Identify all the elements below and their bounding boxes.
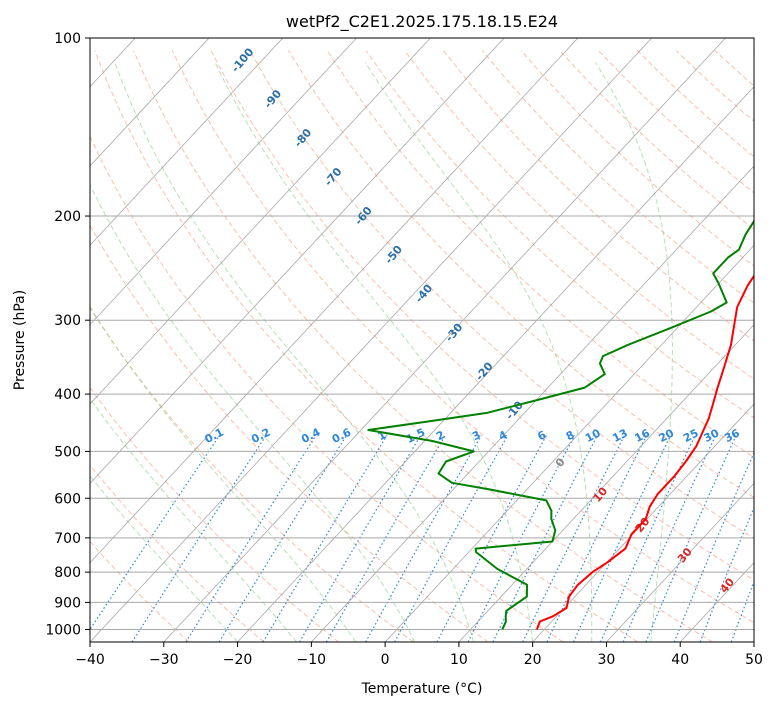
x-tick-label: 20 [524,652,542,668]
y-tick-label: 1000 [45,622,81,638]
mixing-ratio-line [262,435,388,642]
y-tick-label: 800 [54,565,81,581]
isotherm-line [90,38,653,642]
mixing-ratio-label: 30 [702,426,722,445]
dry-adiabat-line [287,50,754,499]
isotherm-line [606,482,754,642]
grid-lines [90,38,754,642]
sounding-line [367,219,754,630]
y-tick-label: 700 [54,531,81,547]
y-tick-label: 900 [54,595,81,611]
moist-adiabat-line [114,62,475,642]
mixing-ratio-label: 20 [657,426,677,445]
dry-adiabat-line [90,540,190,642]
mixing-ratio-label: 13 [610,427,630,446]
x-tick-label: −10 [297,652,327,668]
plot-area: 0.1 0.2 0.4 0.6 1 1.5 2 3 4 6 8 10 13 16 20 25 30 36-100-… [90,38,754,642]
x-tick-label: 10 [450,652,468,668]
dry-adiabat-line [481,50,754,304]
x-tick-label: 30 [598,652,616,668]
isotherm-line [90,38,210,167]
isotherm-line [90,38,579,564]
dry-adiabat-line [90,464,265,642]
y-tick-label: 200 [54,209,81,225]
isotherm-line [311,165,754,642]
mixing-ratio-line [325,435,446,642]
mixing-ratio-line [131,435,267,642]
y-tick-label: 100 [54,31,81,47]
mixing-ratio-line [467,435,576,642]
mixing-ratio-line [218,435,348,642]
y-tick-label: 600 [54,491,81,507]
isotherm-line [90,38,431,405]
dry-adiabat-line [90,224,489,642]
moist-adiabat-line [90,397,297,642]
isotherm-line [90,38,505,484]
y-tick-label: 500 [54,444,81,460]
moist-adiabat-line [90,305,357,642]
dry-adiabat-line [210,50,754,581]
x-tick-label: 40 [671,652,689,668]
isotherm-line [384,244,754,642]
dry-adiabat-line [90,307,414,642]
sounding-line [535,274,754,630]
mixing-ratio-label: 36 [722,426,742,445]
chart-title: wetPf2_C2E1.2025.175.18.15.E24 [286,12,558,32]
x-tick-label: 0 [381,652,390,668]
y-tick-label: 400 [54,387,81,403]
isotherm-line [90,38,284,246]
x-tick-label: −40 [75,652,105,668]
moist-adiabat-line [90,474,238,642]
x-tick-label: −30 [149,652,179,668]
dry-adiabat-line [94,50,639,642]
isotherm-line [90,38,357,326]
dry-adiabat-line [404,50,754,380]
mixing-ratio-line [299,435,422,642]
y-tick-label: 300 [54,313,81,329]
axes: −40 −30 −20 −10 0 10 20 30 40 50 1000 900 800 700 600 5… [45,31,763,668]
mixing-ratio-line [622,435,717,642]
mixing-ratio-label: 16 [632,426,652,445]
plot-frame [89,37,755,643]
isotherm-line [237,86,754,642]
mixing-ratio-line [522,435,626,642]
x-axis-label: Temperature (°C) [361,681,483,697]
mixing-ratio-label: 10 [583,426,603,445]
mixing-ratio-line [645,435,737,642]
background-lines [90,50,754,642]
mixing-ratio-line [699,506,754,642]
series-layer [367,219,754,630]
mixing-ratio-line [492,435,598,642]
moist-adiabat-line [214,62,534,642]
x-tick-label: −20 [223,652,253,668]
mixing-ratio-label: 25 [681,427,701,446]
isotherm-line [163,38,726,642]
moist-adiabat-line [595,62,673,642]
y-axis-label: Pressure (hPa) [12,290,28,390]
dry-adiabat-line [365,50,754,419]
x-tick-label: 50 [745,652,763,668]
dry-adiabat-line [90,135,564,642]
isotherm-line [532,403,754,642]
moist-adiabat-line [90,183,416,642]
mixing-ratio-line [185,435,317,642]
